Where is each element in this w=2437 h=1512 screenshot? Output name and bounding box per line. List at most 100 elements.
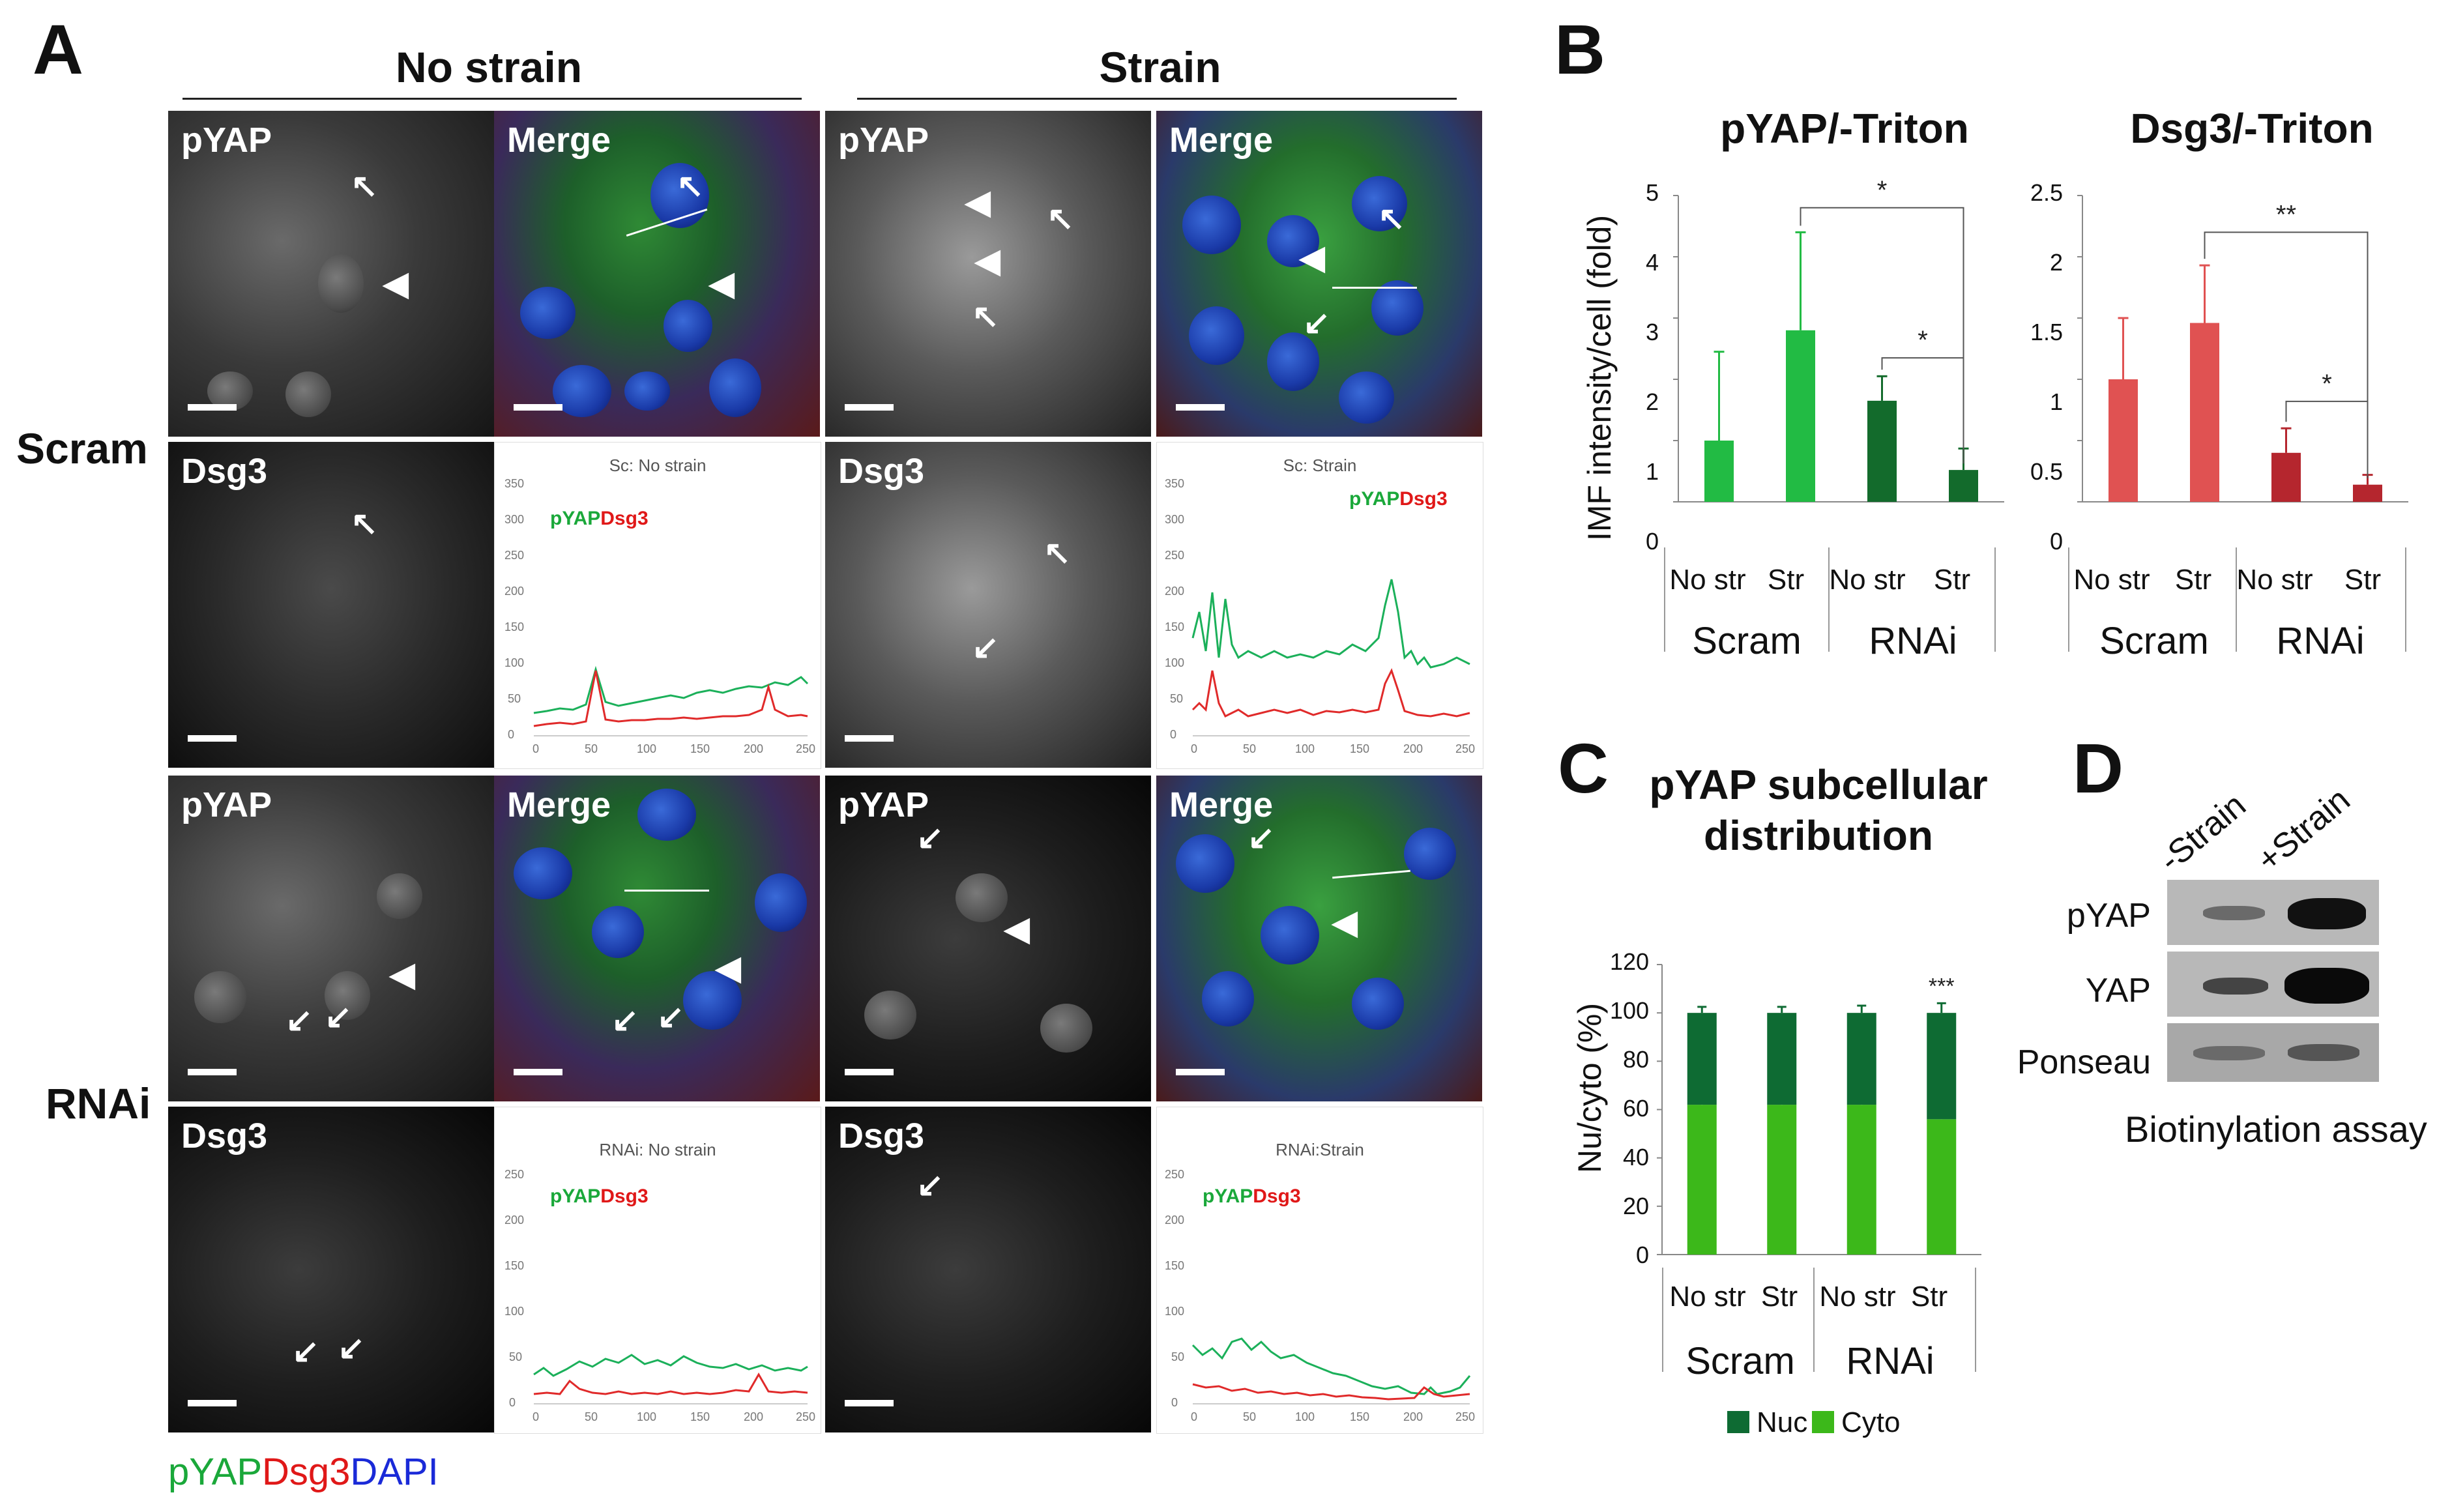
image-rnai-strain-dsg3: Dsg3 ↙ bbox=[825, 1107, 1151, 1432]
x-group: Scram bbox=[1685, 1340, 1795, 1382]
significance-bracket: * bbox=[1881, 326, 1964, 464]
scale-bar bbox=[514, 1069, 562, 1075]
y-tick: 0 bbox=[508, 728, 515, 741]
bracket-line bbox=[2204, 231, 2369, 478]
arrowhead-icon: ◀ bbox=[390, 956, 415, 993]
y-tick: 0.5 bbox=[2030, 458, 2063, 485]
tile-label: pYAP bbox=[181, 121, 272, 160]
tile-label: pYAP bbox=[838, 785, 929, 824]
arrow-icon: ↙ bbox=[285, 1002, 313, 1038]
x-tick: 200 bbox=[744, 742, 764, 755]
arrow-icon: ↙ bbox=[972, 629, 999, 665]
y-axis-label: IMF intensity/cell (fold) bbox=[1581, 214, 1618, 541]
x-tick: 200 bbox=[1403, 742, 1423, 755]
scale-bar bbox=[1176, 1069, 1225, 1075]
image-scram-strain-pyap: pYAP ◀ ↖ ◀ ↖ bbox=[825, 111, 1151, 437]
nucleus bbox=[325, 971, 370, 1020]
scale-bar bbox=[188, 735, 237, 742]
y-tick: 200 bbox=[1165, 585, 1185, 598]
profile-svg bbox=[533, 665, 809, 736]
y-tick: 3 bbox=[1645, 319, 1659, 345]
bar-segment bbox=[1927, 1119, 1957, 1255]
profile-svg bbox=[1191, 579, 1470, 736]
blot-row-label: YAP bbox=[2085, 972, 2151, 1010]
significance-bracket: * bbox=[2285, 370, 2369, 478]
tile-label: Dsg3 bbox=[838, 1116, 925, 1156]
x-group: RNAi bbox=[1869, 620, 1957, 662]
y-tick: 100 bbox=[1165, 656, 1185, 669]
nucleus bbox=[1182, 196, 1241, 254]
profile-svg bbox=[1191, 1337, 1471, 1404]
plot-title: Sc: No strain bbox=[609, 456, 707, 475]
chart-title: pYAP/-Triton bbox=[1720, 105, 1969, 152]
arrow-icon: ↙ bbox=[338, 1330, 365, 1366]
x-tick: 0 bbox=[533, 1410, 540, 1423]
nucleus bbox=[285, 371, 331, 417]
x-tick: 150 bbox=[690, 742, 710, 755]
y-tick: 150 bbox=[504, 620, 525, 633]
band bbox=[2284, 968, 2369, 1004]
y-tick: 100 bbox=[1610, 997, 1650, 1024]
y-tick: 150 bbox=[1165, 620, 1185, 633]
nucleus bbox=[683, 971, 742, 1030]
group-divider bbox=[1994, 547, 1996, 652]
y-tick: 200 bbox=[504, 585, 525, 598]
arrow-icon: ↙ bbox=[325, 998, 352, 1035]
image-rnai-strain-pyap: pYAP ↙ ◀ bbox=[825, 776, 1151, 1101]
plot-title: RNAi:Strain bbox=[1276, 1140, 1364, 1159]
image-scram-nostrain-merge: Merge ↖ ◀ bbox=[494, 111, 820, 437]
x-tick: 150 bbox=[1350, 742, 1370, 755]
arrow-icon: ↖ bbox=[1047, 200, 1074, 237]
group-divider bbox=[1975, 1268, 1976, 1372]
row-label-scram: Scram bbox=[16, 424, 148, 472]
band bbox=[2203, 906, 2265, 920]
x-category: No str bbox=[2073, 564, 2150, 596]
profile-plot-rnai-nostrain: RNAi: No strain pYAPDsg3 0 50 100 150 20… bbox=[494, 1107, 821, 1434]
legend-label-nuc: Nuc bbox=[1757, 1406, 1808, 1438]
blot-row-label: pYAP bbox=[2066, 897, 2151, 935]
arrow-icon: ↖ bbox=[677, 167, 704, 204]
arrowhead-icon: ◀ bbox=[383, 265, 409, 302]
y-tick: 150 bbox=[1165, 1259, 1185, 1272]
caption-red: Dsg3 bbox=[262, 1451, 351, 1493]
group-divider bbox=[1662, 1268, 1663, 1372]
y-tick: 0 bbox=[1170, 728, 1177, 741]
tile-label: pYAP bbox=[838, 121, 929, 160]
bar-segment bbox=[1767, 1013, 1797, 1105]
y-tick: 5 bbox=[1645, 179, 1659, 206]
nucleus bbox=[1352, 176, 1407, 231]
arrow-icon: ↖ bbox=[1378, 200, 1405, 237]
y-tick: 50 bbox=[1170, 692, 1184, 705]
y-tick: 0 bbox=[1645, 528, 1659, 555]
significance-mark: * bbox=[2322, 370, 2332, 398]
x-category: No str bbox=[2236, 564, 2313, 596]
y-tick: 60 bbox=[1622, 1095, 1649, 1122]
x-category: No str bbox=[1819, 1281, 1896, 1313]
profile-line bbox=[624, 890, 709, 892]
x-tick: 100 bbox=[637, 1410, 657, 1423]
arrow-icon: ↙ bbox=[292, 1333, 319, 1369]
x-category: Str bbox=[2174, 564, 2212, 596]
nucleus bbox=[377, 873, 422, 919]
arrow-icon: ↖ bbox=[972, 298, 999, 334]
bar-segment bbox=[1846, 1013, 1876, 1105]
bar bbox=[1704, 441, 1734, 502]
x-category: Str bbox=[1910, 1281, 1948, 1313]
nucleus bbox=[1202, 971, 1254, 1026]
y-tick: 2.5 bbox=[2030, 179, 2063, 206]
bar bbox=[2353, 484, 2382, 502]
x-tick: 200 bbox=[1403, 1410, 1423, 1423]
profile-plot-scram-nostrain: Sc: No strain pYAPDsg3 0 50 100 150 200 … bbox=[494, 442, 821, 769]
band bbox=[2288, 898, 2366, 929]
x-tick: 50 bbox=[1243, 1410, 1257, 1423]
y-tick: 80 bbox=[1622, 1046, 1649, 1073]
blot-yap bbox=[2167, 952, 2379, 1017]
y-tick: 100 bbox=[1165, 1305, 1185, 1318]
col-rule-strain bbox=[857, 98, 1457, 100]
y-tick: 350 bbox=[504, 477, 525, 490]
x-group: Scram bbox=[1692, 620, 1802, 662]
legend-swatch-nuc bbox=[1727, 1411, 1749, 1433]
scale-bar bbox=[188, 1400, 237, 1406]
arrow-icon: ↙ bbox=[916, 819, 944, 856]
bar-segment bbox=[1767, 1105, 1797, 1255]
